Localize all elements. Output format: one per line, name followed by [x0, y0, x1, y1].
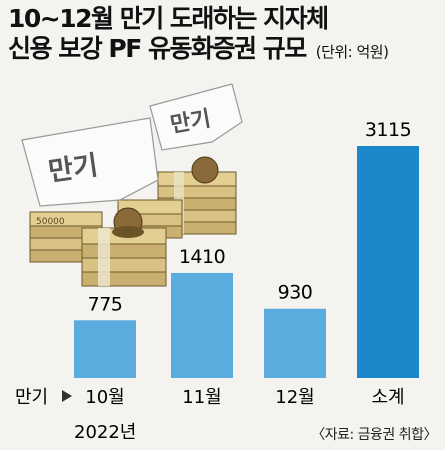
bar-0	[74, 320, 136, 378]
bar-1	[171, 272, 233, 378]
bars-group	[74, 146, 419, 378]
title-line-2-text: 신용 보강 PF 유동화증권 규모	[8, 34, 307, 63]
chart-title: 10~12월 만기 도래하는 지자체 신용 보강 PF 유동화증권 규모 (단위:…	[8, 4, 389, 64]
x-ticks-group: 10월 11월 12월 소계	[85, 387, 404, 408]
play-triangle-icon	[62, 390, 72, 402]
x-tick-label-3: 소계	[371, 387, 404, 408]
value-labels-group: 775 1410 930 3115	[88, 119, 412, 315]
value-label-1: 1410	[179, 246, 225, 268]
unit-label: (단위: 억원)	[315, 43, 389, 61]
paper-text-left: 만기	[46, 150, 100, 188]
source-note: 〈자료: 금융권 취합〉	[311, 427, 437, 443]
x-tick-label-2: 12월	[275, 387, 314, 408]
bar-3	[357, 146, 419, 378]
x-tick-label-1: 11월	[182, 387, 221, 408]
value-label-0: 775	[88, 293, 123, 315]
banknote-stack-front	[81, 207, 167, 287]
title-line-1: 10~12월 만기 도래하는 지자체	[8, 4, 329, 33]
banknote-denomination: 50000	[36, 217, 65, 227]
value-label-2: 930	[278, 282, 313, 304]
maturity-paper-left: 만기	[21, 117, 159, 207]
value-label-3: 3115	[365, 119, 411, 141]
axis-prefix-label: 만기	[15, 387, 48, 408]
bar-2	[264, 308, 326, 378]
year-label: 2022년	[74, 422, 136, 443]
title-line-2: 신용 보강 PF 유동화증권 규모 (단위: 억원)	[8, 34, 389, 64]
x-tick-label-0: 10월	[85, 387, 124, 408]
money-illustration: 50000 만기 만기	[21, 83, 243, 287]
maturity-paper-right: 만기	[149, 83, 243, 151]
